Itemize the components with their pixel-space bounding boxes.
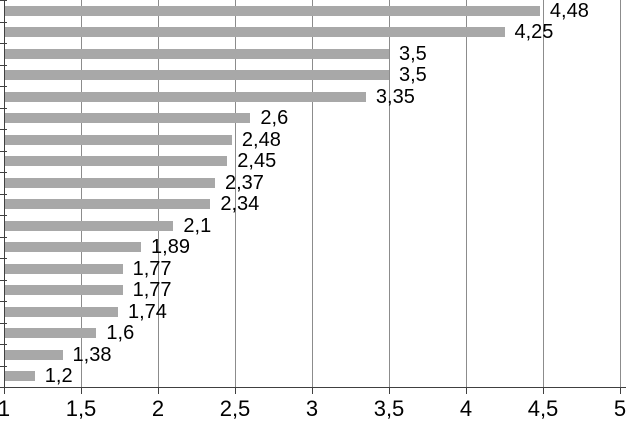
y-axis-tick	[0, 43, 7, 44]
gridline	[158, 0, 159, 387]
value-label: 2,1	[183, 214, 212, 237]
value-label: 2,48	[241, 128, 281, 151]
bar	[5, 91, 366, 102]
value-label: 1,77	[132, 257, 172, 280]
value-label: 1,6	[106, 322, 135, 345]
gridline	[466, 0, 467, 387]
x-tick-label: 2	[151, 396, 165, 421]
y-axis-tick	[0, 323, 7, 324]
bar	[5, 263, 123, 274]
y-axis-tick	[0, 0, 7, 1]
x-axis-tick	[81, 387, 82, 394]
gridline	[312, 0, 313, 387]
value-label: 2,37	[224, 171, 264, 194]
x-axis-tick	[466, 387, 467, 394]
y-axis-tick	[0, 301, 7, 302]
y-axis-tick	[0, 194, 7, 195]
value-label: 2,45	[237, 150, 277, 173]
bar	[5, 328, 97, 339]
x-axis-tick	[235, 387, 236, 394]
y-axis-tick	[0, 22, 7, 23]
value-label: 2,6	[260, 107, 289, 130]
x-tick-label: 2,5	[219, 396, 251, 421]
y-axis-tick	[0, 215, 7, 216]
bar	[5, 242, 142, 253]
gridline	[389, 0, 390, 387]
y-axis-tick	[0, 172, 7, 173]
value-label: 3,5	[399, 64, 427, 87]
y-axis-tick	[0, 366, 7, 367]
value-label: 1,74	[127, 300, 167, 323]
x-axis-tick	[4, 387, 5, 394]
x-tick-label: 1	[0, 396, 11, 421]
value-label: 1,77	[132, 279, 172, 302]
y-axis-tick	[0, 108, 7, 109]
bar	[5, 113, 251, 124]
x-axis-line	[0, 387, 626, 388]
x-axis-tick	[620, 387, 621, 394]
x-axis-tick	[312, 387, 313, 394]
value-label: 2,34	[220, 193, 260, 216]
value-label: 4,48	[549, 0, 589, 22]
bar	[5, 70, 389, 81]
bar	[5, 220, 174, 231]
value-label: 3,35	[375, 85, 415, 108]
bar	[5, 48, 389, 59]
gridline	[235, 0, 236, 387]
value-label: 3,5	[399, 42, 427, 65]
y-axis-tick	[0, 65, 7, 66]
y-axis-tick	[0, 237, 7, 238]
gridline	[620, 0, 621, 387]
x-tick-label: 4,5	[527, 396, 559, 421]
x-tick-label: 5	[613, 396, 626, 421]
y-axis-tick	[0, 129, 7, 130]
value-label: 1,38	[72, 343, 112, 366]
y-axis-tick	[0, 86, 7, 87]
value-label: 1,89	[151, 236, 190, 259]
bar	[5, 27, 505, 38]
bar	[5, 156, 228, 167]
y-axis-tick	[0, 258, 7, 259]
y-axis-tick	[0, 151, 7, 152]
bar	[5, 134, 232, 145]
x-axis-tick	[158, 387, 159, 394]
bar	[5, 306, 118, 317]
gridline	[543, 0, 544, 387]
x-tick-label: 3,5	[373, 396, 405, 421]
bar	[5, 177, 215, 188]
gridline	[81, 0, 82, 387]
x-axis-tick	[389, 387, 390, 394]
x-tick-label: 4	[459, 396, 473, 421]
x-axis-tick	[543, 387, 544, 394]
bar	[5, 199, 211, 210]
y-axis-tick	[0, 280, 7, 281]
bar	[5, 285, 123, 296]
x-tick-label: 3	[305, 396, 319, 421]
y-axis-tick	[0, 387, 7, 388]
x-tick-label: 1,5	[65, 396, 97, 421]
bar	[5, 5, 540, 16]
value-label: 1,2	[44, 365, 73, 388]
bar	[5, 349, 63, 360]
y-axis-line	[4, 0, 5, 387]
bar	[5, 371, 35, 382]
value-label: 4,25	[514, 21, 554, 44]
y-axis-tick	[0, 344, 7, 345]
